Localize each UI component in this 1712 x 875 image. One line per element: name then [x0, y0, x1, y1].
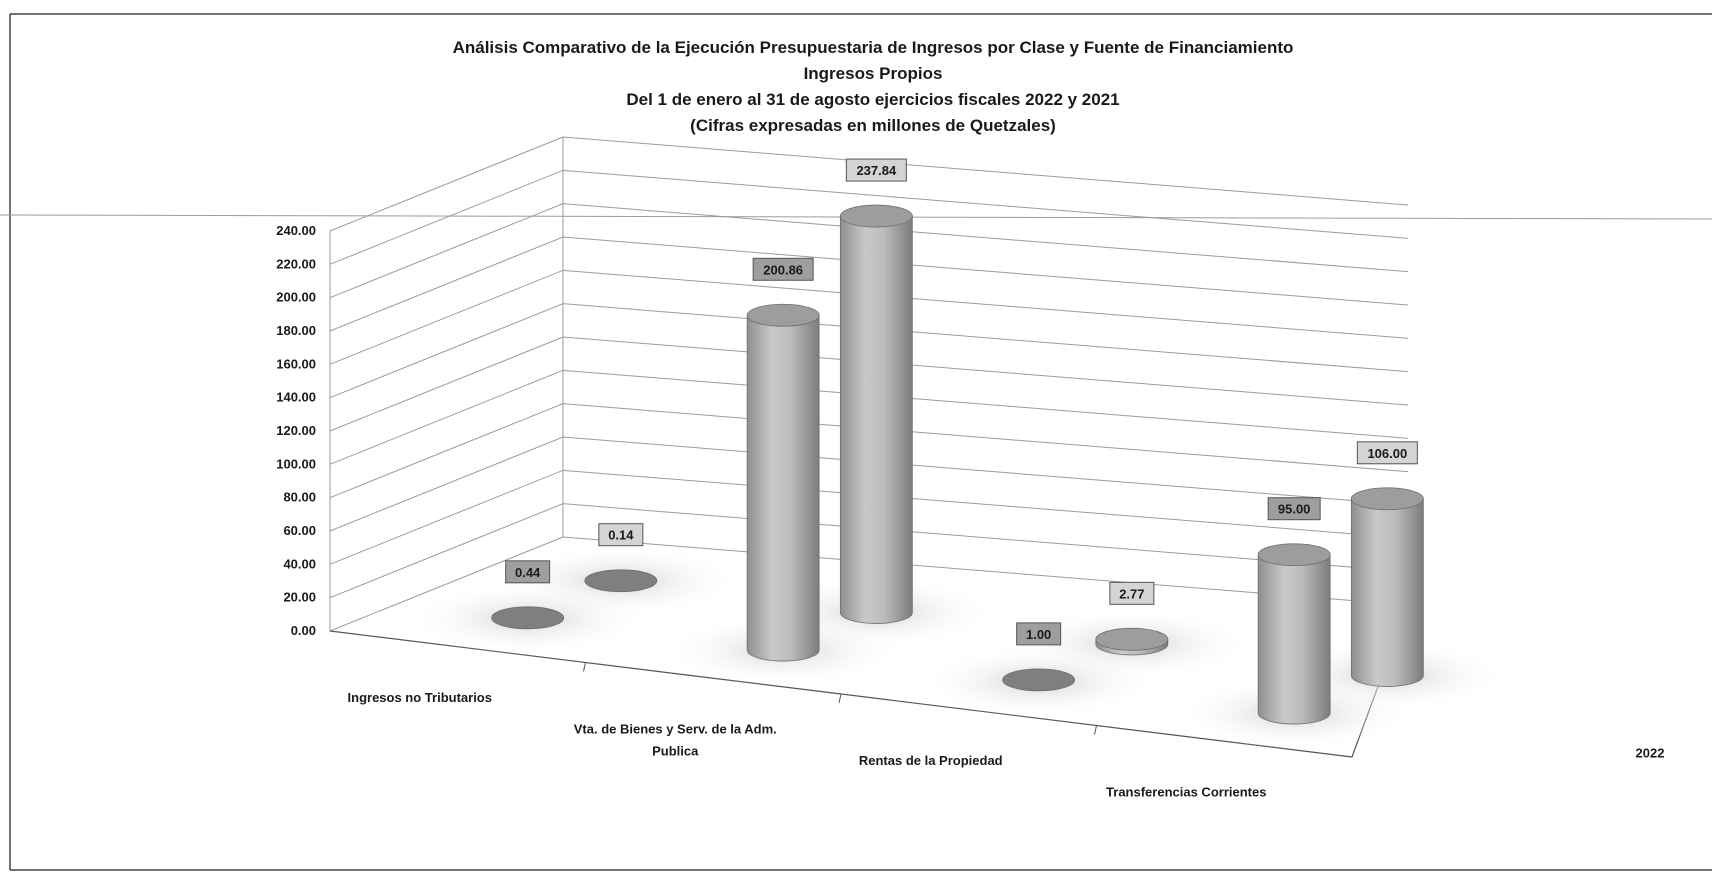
- data-label: 2.77: [1119, 586, 1144, 601]
- bar-2022-cap: [491, 606, 565, 630]
- y-tick-label: 100.00: [276, 456, 316, 471]
- data-label: 237.84: [856, 163, 897, 178]
- y-tick-label: 40.00: [283, 556, 316, 571]
- series-axis-labels: 20222021: [1636, 745, 1665, 760]
- category-labels: Ingresos no Tributarios Vta. de Bienes y …: [348, 690, 1267, 800]
- data-label: 200.86: [763, 262, 803, 277]
- bars: [491, 204, 1424, 725]
- data-label-box: [1267, 497, 1321, 521]
- data-label-box: [1016, 622, 1062, 646]
- bar-2021-cap: [839, 204, 913, 228]
- y-tick-label: 220.00: [276, 256, 316, 271]
- series-label: 2022: [1636, 745, 1665, 760]
- data-label: 1.00: [1026, 627, 1051, 642]
- bar-2021-cap: [1350, 487, 1424, 511]
- bar-2021-body: [839, 215, 913, 624]
- category-label: Ingresos no Tributarios: [348, 690, 492, 705]
- y-tick-label: 180.00: [276, 323, 316, 338]
- data-label-box: [505, 560, 551, 584]
- bar-2022-cap: [1002, 668, 1076, 692]
- y-tick-label: 140.00: [276, 390, 316, 405]
- y-tick-label: 80.00: [283, 490, 316, 505]
- data-label-box: [752, 257, 814, 281]
- y-tick-label: 240.00: [276, 223, 316, 238]
- category-tick: [583, 662, 586, 672]
- bar-2022-cap: [746, 303, 820, 327]
- y-axis-ticks: 0.00 20.00 40.00 60.00 80.00 100.00 120.00 140.…: [276, 223, 316, 638]
- title-line-1: Análisis Comparativo de la Ejecución Pre…: [453, 38, 1294, 57]
- bar-2021-cap: [584, 569, 658, 593]
- y-tick-label: 0.00: [291, 623, 316, 638]
- category-label: Rentas de la Propiedad: [859, 753, 1003, 768]
- y-tick-label: 120.00: [276, 423, 316, 438]
- bar-2021-cap: [1095, 627, 1169, 651]
- title-line-3: Del 1 de enero al 31 de agosto ejercicio…: [626, 90, 1119, 109]
- title-line-2: Ingresos Propios: [804, 64, 943, 83]
- chart-title: Análisis Comparativo de la Ejecución Pre…: [453, 38, 1294, 135]
- y-tick-label: 60.00: [283, 523, 316, 538]
- data-label-box: [1356, 441, 1418, 465]
- category-tick: [838, 693, 842, 704]
- bar-shadows: [407, 544, 1508, 750]
- y-tick-label: 200.00: [276, 290, 316, 305]
- bar-2022-body: [746, 314, 820, 662]
- data-label-box: [598, 523, 644, 547]
- category-label: Publica: [652, 743, 699, 758]
- data-label: 106.00: [1367, 446, 1407, 461]
- y-tick-label: 20.00: [283, 590, 316, 605]
- data-label: 0.44: [515, 565, 541, 580]
- category-label: Transferencias Corrientes: [1106, 784, 1266, 799]
- bar-2021-body: [1350, 498, 1424, 687]
- data-label-box: [1109, 581, 1155, 605]
- chart-walls: [329, 136, 1409, 758]
- data-label-box: [845, 158, 907, 182]
- data-labels: 0.14 237.84 2.77 106.00 0.44 200.86 1.00 95.00: [505, 158, 1418, 646]
- bar-2022-body: [1257, 554, 1331, 725]
- title-line-4: (Cifras expresadas en millones de Quetza…: [690, 116, 1056, 135]
- bar-2022-cap: [1257, 543, 1331, 567]
- data-label: 95.00: [1278, 502, 1311, 517]
- category-tick: [1094, 725, 1097, 735]
- data-label: 0.14: [608, 528, 634, 543]
- category-label: Vta. de Bienes y Serv. de la Adm.: [574, 721, 777, 736]
- y-tick-label: 160.00: [276, 356, 316, 371]
